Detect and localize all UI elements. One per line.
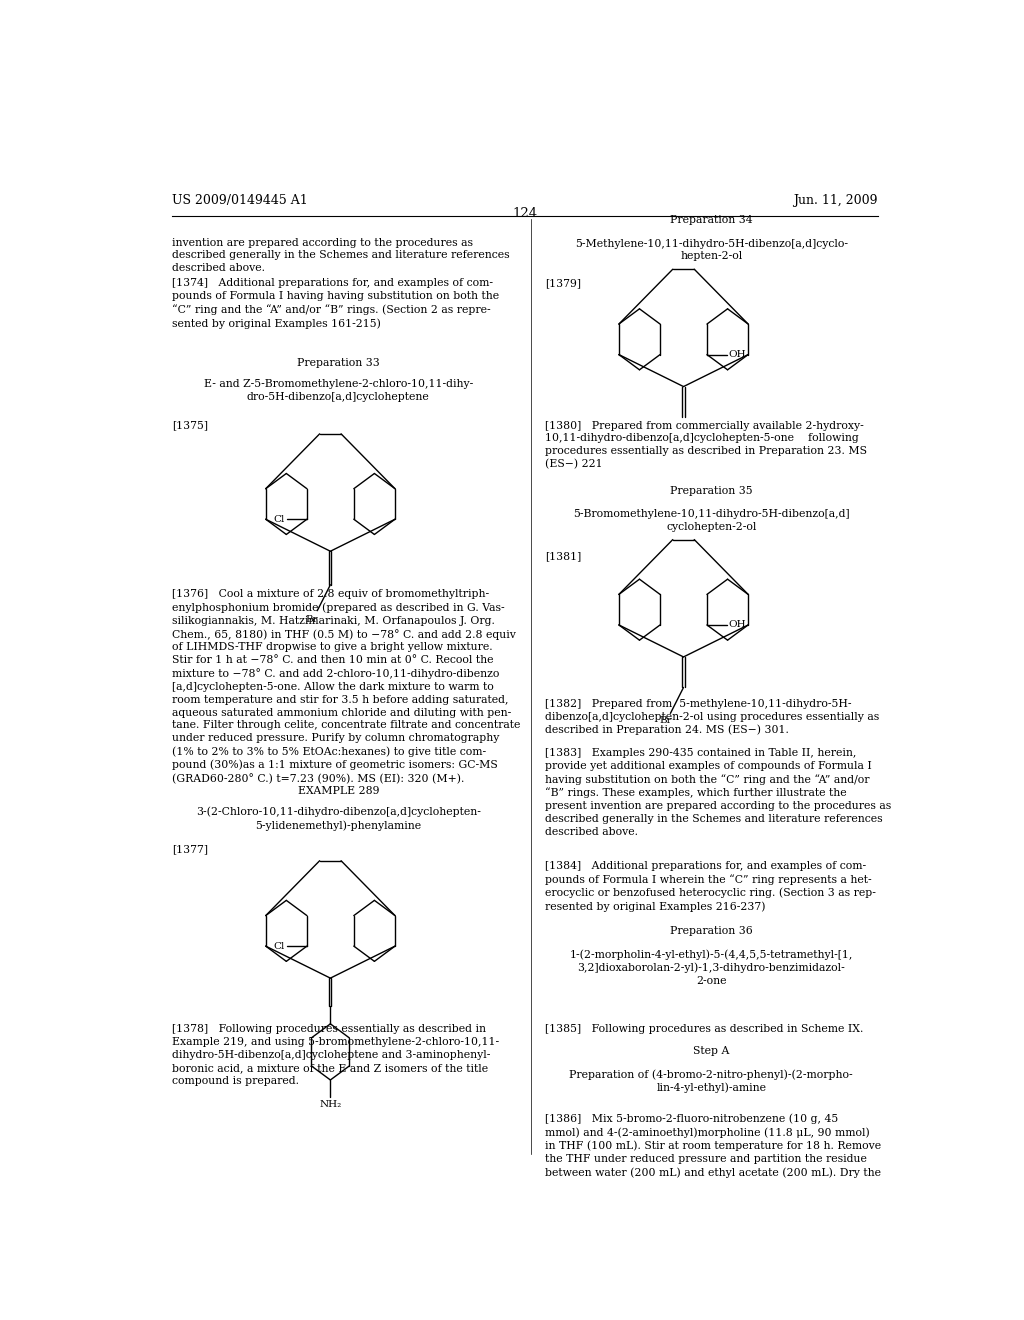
- Text: Br: Br: [305, 615, 317, 624]
- Text: Preparation 35: Preparation 35: [670, 486, 753, 496]
- Text: [1375]: [1375]: [172, 421, 208, 430]
- Text: Preparation of (4-bromo-2-nitro-phenyl)-(2-morpho-
lin-4-yl-ethyl)-amine: Preparation of (4-bromo-2-nitro-phenyl)-…: [569, 1069, 853, 1093]
- Text: 1-(2-morpholin-4-yl-ethyl)-5-(4,4,5,5-tetramethyl-[1,
3,2]dioxaborolan-2-yl)-1,3: 1-(2-morpholin-4-yl-ethyl)-5-(4,4,5,5-te…: [569, 949, 853, 986]
- Text: OH: OH: [728, 350, 746, 359]
- Text: E- and Z-5-Bromomethylene-2-chloro-10,11-dihy-
dro-5H-dibenzo[a,d]cycloheptene: E- and Z-5-Bromomethylene-2-chloro-10,11…: [204, 379, 473, 401]
- Text: [1379]: [1379]: [545, 279, 581, 288]
- Text: [1377]: [1377]: [172, 845, 208, 854]
- Text: [1385]   Following procedures as described in Scheme IX.: [1385] Following procedures as described…: [545, 1024, 863, 1035]
- Text: Cl: Cl: [273, 515, 285, 524]
- Text: 5-Bromomethylene-10,11-dihydro-5H-dibenzo[a,d]
cyclohepten-2-ol: 5-Bromomethylene-10,11-dihydro-5H-dibenz…: [573, 510, 850, 532]
- Text: 124: 124: [512, 207, 538, 220]
- Text: invention are prepared according to the procedures as
described generally in the: invention are prepared according to the …: [172, 238, 509, 273]
- Text: [1381]: [1381]: [545, 550, 581, 561]
- Text: [1382]   Prepared from  5-methylene-10,11-dihydro-5H-
dibenzo[a,d]cyclohepten-2-: [1382] Prepared from 5-methylene-10,11-d…: [545, 700, 879, 735]
- Text: 5-Methylene-10,11-dihydro-5H-dibenzo[a,d]cyclo-
hepten-2-ol: 5-Methylene-10,11-dihydro-5H-dibenzo[a,d…: [574, 239, 848, 261]
- Text: Preparation 36: Preparation 36: [670, 925, 753, 936]
- Text: 3-(2-Chloro-10,11-dihydro-dibenzo[a,d]cyclohepten-
5-ylidenemethyl)-phenylamine: 3-(2-Chloro-10,11-dihydro-dibenzo[a,d]cy…: [196, 807, 480, 832]
- Text: US 2009/0149445 A1: US 2009/0149445 A1: [172, 194, 307, 207]
- Text: [1384]   Additional preparations for, and examples of com-
pounds of Formula I w: [1384] Additional preparations for, and …: [545, 861, 876, 912]
- Text: EXAMPLE 289: EXAMPLE 289: [298, 785, 379, 796]
- Text: [1378]   Following procedures essentially as described in
Example 219, and using: [1378] Following procedures essentially …: [172, 1024, 499, 1085]
- Text: NH₂: NH₂: [319, 1100, 341, 1109]
- Text: [1386]   Mix 5-bromo-2-fluoro-nitrobenzene (10 g, 45
mmol) and 4-(2-aminoethyl)m: [1386] Mix 5-bromo-2-fluoro-nitrobenzene…: [545, 1114, 881, 1177]
- Text: Preparation 33: Preparation 33: [297, 358, 380, 367]
- Text: [1380]   Prepared from commercially available 2-hydroxy-
10,11-dihydro-dibenzo[a: [1380] Prepared from commercially availa…: [545, 421, 866, 470]
- Text: Step A: Step A: [693, 1045, 729, 1056]
- Text: [1383]   Examples 290-435 contained in Table II, herein,
provide yet additional : [1383] Examples 290-435 contained in Tab…: [545, 748, 891, 837]
- Text: [1376]   Cool a mixture of 2.8 equiv of bromomethyltriph-
enylphosphonium bromid: [1376] Cool a mixture of 2.8 equiv of br…: [172, 589, 520, 784]
- Text: OH: OH: [728, 620, 746, 630]
- Text: Br: Br: [659, 717, 672, 726]
- Text: [1374]   Additional preparations for, and examples of com-
pounds of Formula I h: [1374] Additional preparations for, and …: [172, 279, 499, 329]
- Text: Preparation 34: Preparation 34: [670, 215, 753, 226]
- Text: Jun. 11, 2009: Jun. 11, 2009: [794, 194, 878, 207]
- Text: Cl: Cl: [273, 941, 285, 950]
